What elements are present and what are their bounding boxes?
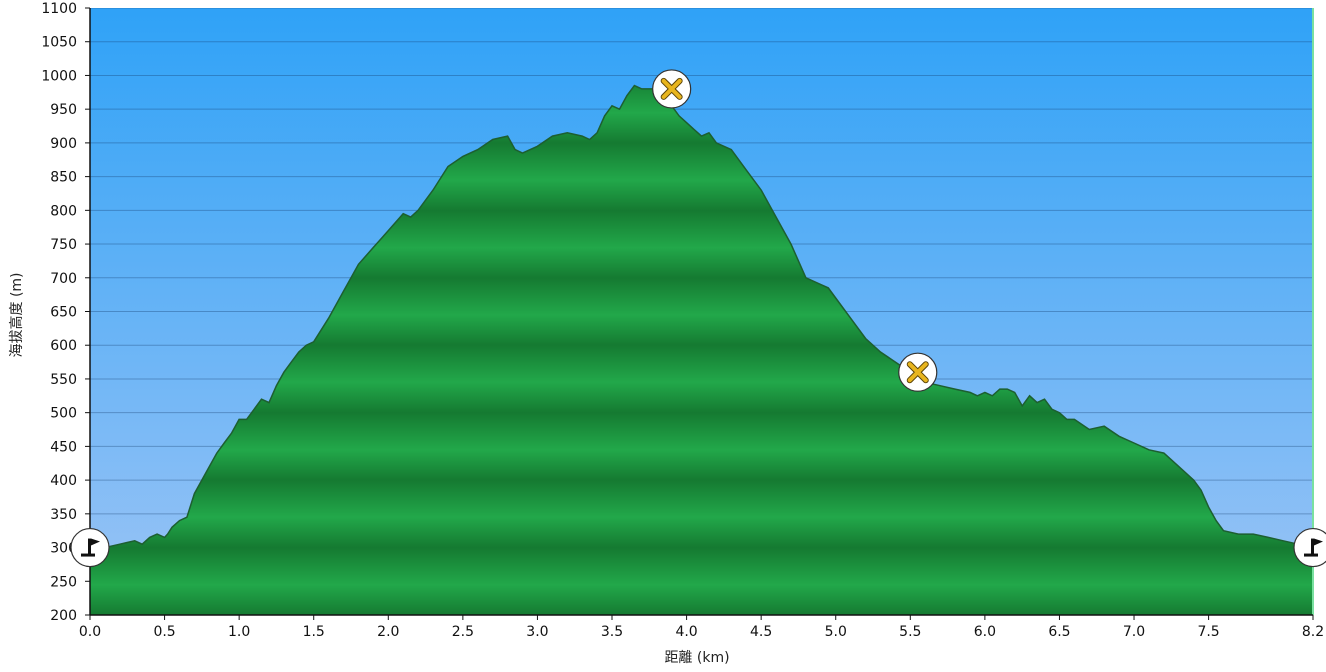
y-tick-label: 250 (50, 574, 77, 590)
x-tick-label: 7.5 (1197, 624, 1219, 640)
y-tick-label: 450 (50, 439, 77, 455)
x-tick-label: 0.5 (153, 624, 175, 640)
crossed-tools-icon (660, 77, 683, 100)
x-tick-label: 3.5 (601, 624, 623, 640)
flag-marker (70, 527, 110, 568)
y-tick-label: 300 (50, 541, 77, 557)
summit-marker (652, 69, 692, 109)
x-tick-label: 3.0 (526, 624, 548, 640)
y-tick-label: 700 (50, 271, 77, 287)
y-tick-label: 550 (50, 372, 77, 388)
x-tick-label: 6.5 (1048, 624, 1070, 640)
flag-marker (1293, 527, 1326, 568)
x-tick-label: 1.5 (303, 624, 325, 640)
y-tick-label: 600 (50, 338, 77, 354)
y-axis-ticks: 200 250 300 350 400 450 500 550 600 650 700 750 800 8… (41, 1, 90, 624)
crossed-tools-icon (906, 361, 929, 384)
y-tick-label: 750 (50, 237, 77, 253)
x-axis-ticks: 0.0 0.5 1.0 1.5 2.0 2.5 3.0 3.5 4.0 4.5 5.0 5.5 6.0 6… (79, 615, 1324, 640)
plot-right-edge (1312, 8, 1314, 615)
x-tick-label: 8.2 (1302, 624, 1324, 640)
y-tick-label: 350 (50, 507, 77, 523)
y-tick-label: 950 (50, 102, 77, 118)
y-tick-label: 650 (50, 305, 77, 321)
x-tick-label: 2.0 (377, 624, 399, 640)
waypoint-markers (70, 69, 1326, 568)
y-tick-label: 900 (50, 136, 77, 152)
y-tick-label: 400 (50, 473, 77, 489)
elevation-area (90, 85, 1313, 615)
x-tick-label: 5.5 (899, 624, 921, 640)
y-tick-label: 200 (50, 608, 77, 624)
x-tick-label: 4.0 (675, 624, 697, 640)
x-tick-label: 6.0 (974, 624, 996, 640)
x-tick-label: 7.0 (1123, 624, 1145, 640)
y-tick-label: 1100 (41, 1, 77, 17)
start-flag-icon (1304, 538, 1323, 557)
x-tick-label: 4.5 (750, 624, 772, 640)
y-tick-label: 500 (50, 406, 77, 422)
y-tick-label: 800 (50, 203, 77, 219)
y-axis-title: 海拔高度 (m) (8, 272, 25, 357)
x-tick-label: 2.5 (452, 624, 474, 640)
x-tick-label: 0.0 (79, 624, 101, 640)
y-tick-label: 1000 (41, 68, 77, 84)
y-tick-label: 1050 (41, 35, 77, 51)
y-tick-label: 850 (50, 170, 77, 186)
x-axis-title: 距離 (km) (664, 649, 729, 666)
summit-marker (898, 352, 938, 392)
x-tick-label: 1.0 (228, 624, 250, 640)
x-tick-label: 5.0 (825, 624, 847, 640)
start-flag-icon (81, 538, 100, 557)
